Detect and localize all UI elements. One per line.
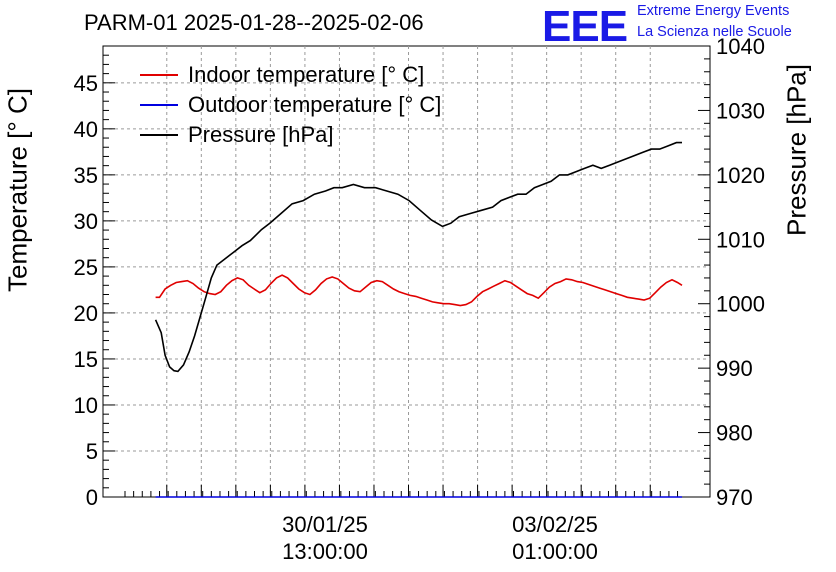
legend-item-indoor: Indoor temperature [° C] [140, 60, 441, 90]
legend-swatch-pressure [140, 134, 178, 136]
x-tick-label-2: 03/02/25 01:00:00 [512, 511, 598, 565]
x-tick-label-1: 30/01/25 13:00:00 [282, 511, 368, 565]
y-left-tick-label: 25 [74, 255, 98, 280]
legend-label-outdoor: Outdoor temperature [° C] [188, 92, 442, 117]
series-line-indoor [155, 274, 683, 307]
y-axis-left-label: Temperature [° C] [2, 87, 33, 293]
y-right-tick-label: 980 [716, 421, 753, 446]
y-right-tick-label: 1040 [716, 34, 765, 59]
y-left-tick-label: 0 [86, 485, 98, 510]
y-right-tick-label: 1010 [716, 227, 765, 252]
y-left-tick-label: 10 [74, 393, 98, 418]
y-left-tick-label: 45 [74, 71, 98, 96]
y-right-tick-label: 970 [716, 485, 753, 510]
x-tick-2-date: 03/02/25 [512, 512, 598, 537]
legend-item-pressure: Pressure [hPa] [140, 120, 441, 150]
y-right-tick-label: 1030 [716, 98, 765, 123]
legend-swatch-indoor [140, 74, 178, 76]
legend-item-outdoor: Outdoor temperature [° C] [140, 90, 441, 120]
x-tick-1-date: 30/01/25 [282, 512, 368, 537]
y-left-tick-label: 40 [74, 117, 98, 142]
y-left-tick-label: 30 [74, 209, 98, 234]
legend-swatch-outdoor [140, 104, 178, 106]
org-name-line-1: Extreme Energy Events [637, 3, 790, 19]
y-left-tick-label: 20 [74, 301, 98, 326]
chart-title: PARM-01 2025-01-28--2025-02-06 [84, 10, 424, 35]
legend-label-pressure: Pressure [hPa] [188, 122, 334, 147]
x-tick-1-time: 13:00:00 [282, 539, 368, 564]
y-right-tick-label: 990 [716, 356, 753, 381]
y-right-tick-label: 1020 [716, 163, 765, 188]
legend-label-indoor: Indoor temperature [° C] [188, 62, 425, 87]
y-right-tick-label: 1000 [716, 292, 765, 317]
y-left-tick-label: 35 [74, 163, 98, 188]
y-axis-right-label: Pressure [hPa] [781, 64, 812, 236]
org-name-line-2: La Scienza nelle Scuole [637, 24, 792, 40]
y-left-tick-label: 5 [86, 439, 98, 464]
x-tick-2-time: 01:00:00 [512, 539, 598, 564]
eee-logo: EEE [542, 2, 628, 51]
legend: Indoor temperature [° C] Outdoor tempera… [140, 60, 441, 150]
series-line-pressure [154, 141, 682, 373]
y-left-tick-label: 15 [74, 347, 98, 372]
